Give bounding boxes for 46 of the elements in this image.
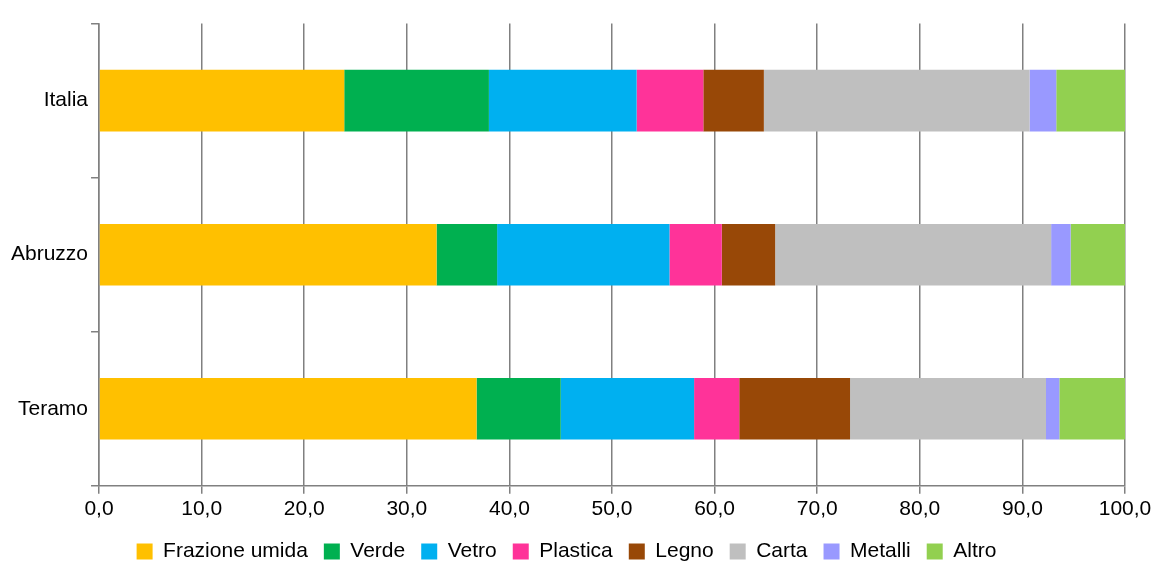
x-tick-label: 50,0: [591, 496, 633, 520]
legend-label: Altro: [953, 538, 997, 562]
legend-label: Verde: [350, 538, 406, 562]
bar: [1029, 69, 1057, 132]
y-tick-label: Teramo: [18, 395, 89, 419]
x-tick-label: 0,0: [84, 496, 114, 520]
bar: [669, 223, 722, 286]
bar: [1070, 223, 1125, 286]
x-tick-label: 70,0: [796, 496, 838, 520]
x-tick-label: 100,0: [1098, 496, 1152, 520]
legend-label: Vetro: [447, 538, 497, 562]
legend-label: Frazione umida: [163, 538, 309, 562]
bar: [1056, 69, 1125, 132]
bar: [739, 377, 851, 440]
bar: [636, 69, 704, 132]
bar: [344, 69, 489, 132]
bar: [721, 223, 776, 286]
bar: [703, 69, 764, 132]
bar: [436, 223, 498, 286]
y-tick-label: Abruzzo: [10, 241, 89, 265]
bar: [476, 377, 561, 440]
bar: [560, 377, 695, 440]
bar: [1046, 377, 1060, 440]
legend-label: Legno: [655, 538, 714, 562]
bar: [694, 377, 740, 440]
x-tick-label: 30,0: [386, 496, 428, 520]
x-tick-label: 10,0: [181, 496, 223, 520]
bar: [775, 223, 1052, 286]
bar: [1059, 377, 1125, 440]
x-tick-label: 90,0: [1001, 496, 1043, 520]
bar: [99, 223, 437, 286]
bar: [763, 69, 1030, 132]
legend-label: Plastica: [539, 538, 614, 562]
legend-label: Metalli: [850, 538, 911, 562]
bar: [488, 69, 637, 132]
x-tick-label: 80,0: [899, 496, 941, 520]
bar: [1051, 223, 1071, 286]
y-tick-label: Italia: [43, 87, 89, 111]
bar: [497, 223, 670, 286]
bar: [850, 377, 1046, 440]
x-tick-label: 40,0: [488, 496, 530, 520]
x-tick-label: 60,0: [694, 496, 736, 520]
x-tick-label: 20,0: [283, 496, 325, 520]
legend-label: Carta: [756, 538, 808, 562]
bar: [99, 377, 477, 440]
bar: [99, 69, 345, 132]
